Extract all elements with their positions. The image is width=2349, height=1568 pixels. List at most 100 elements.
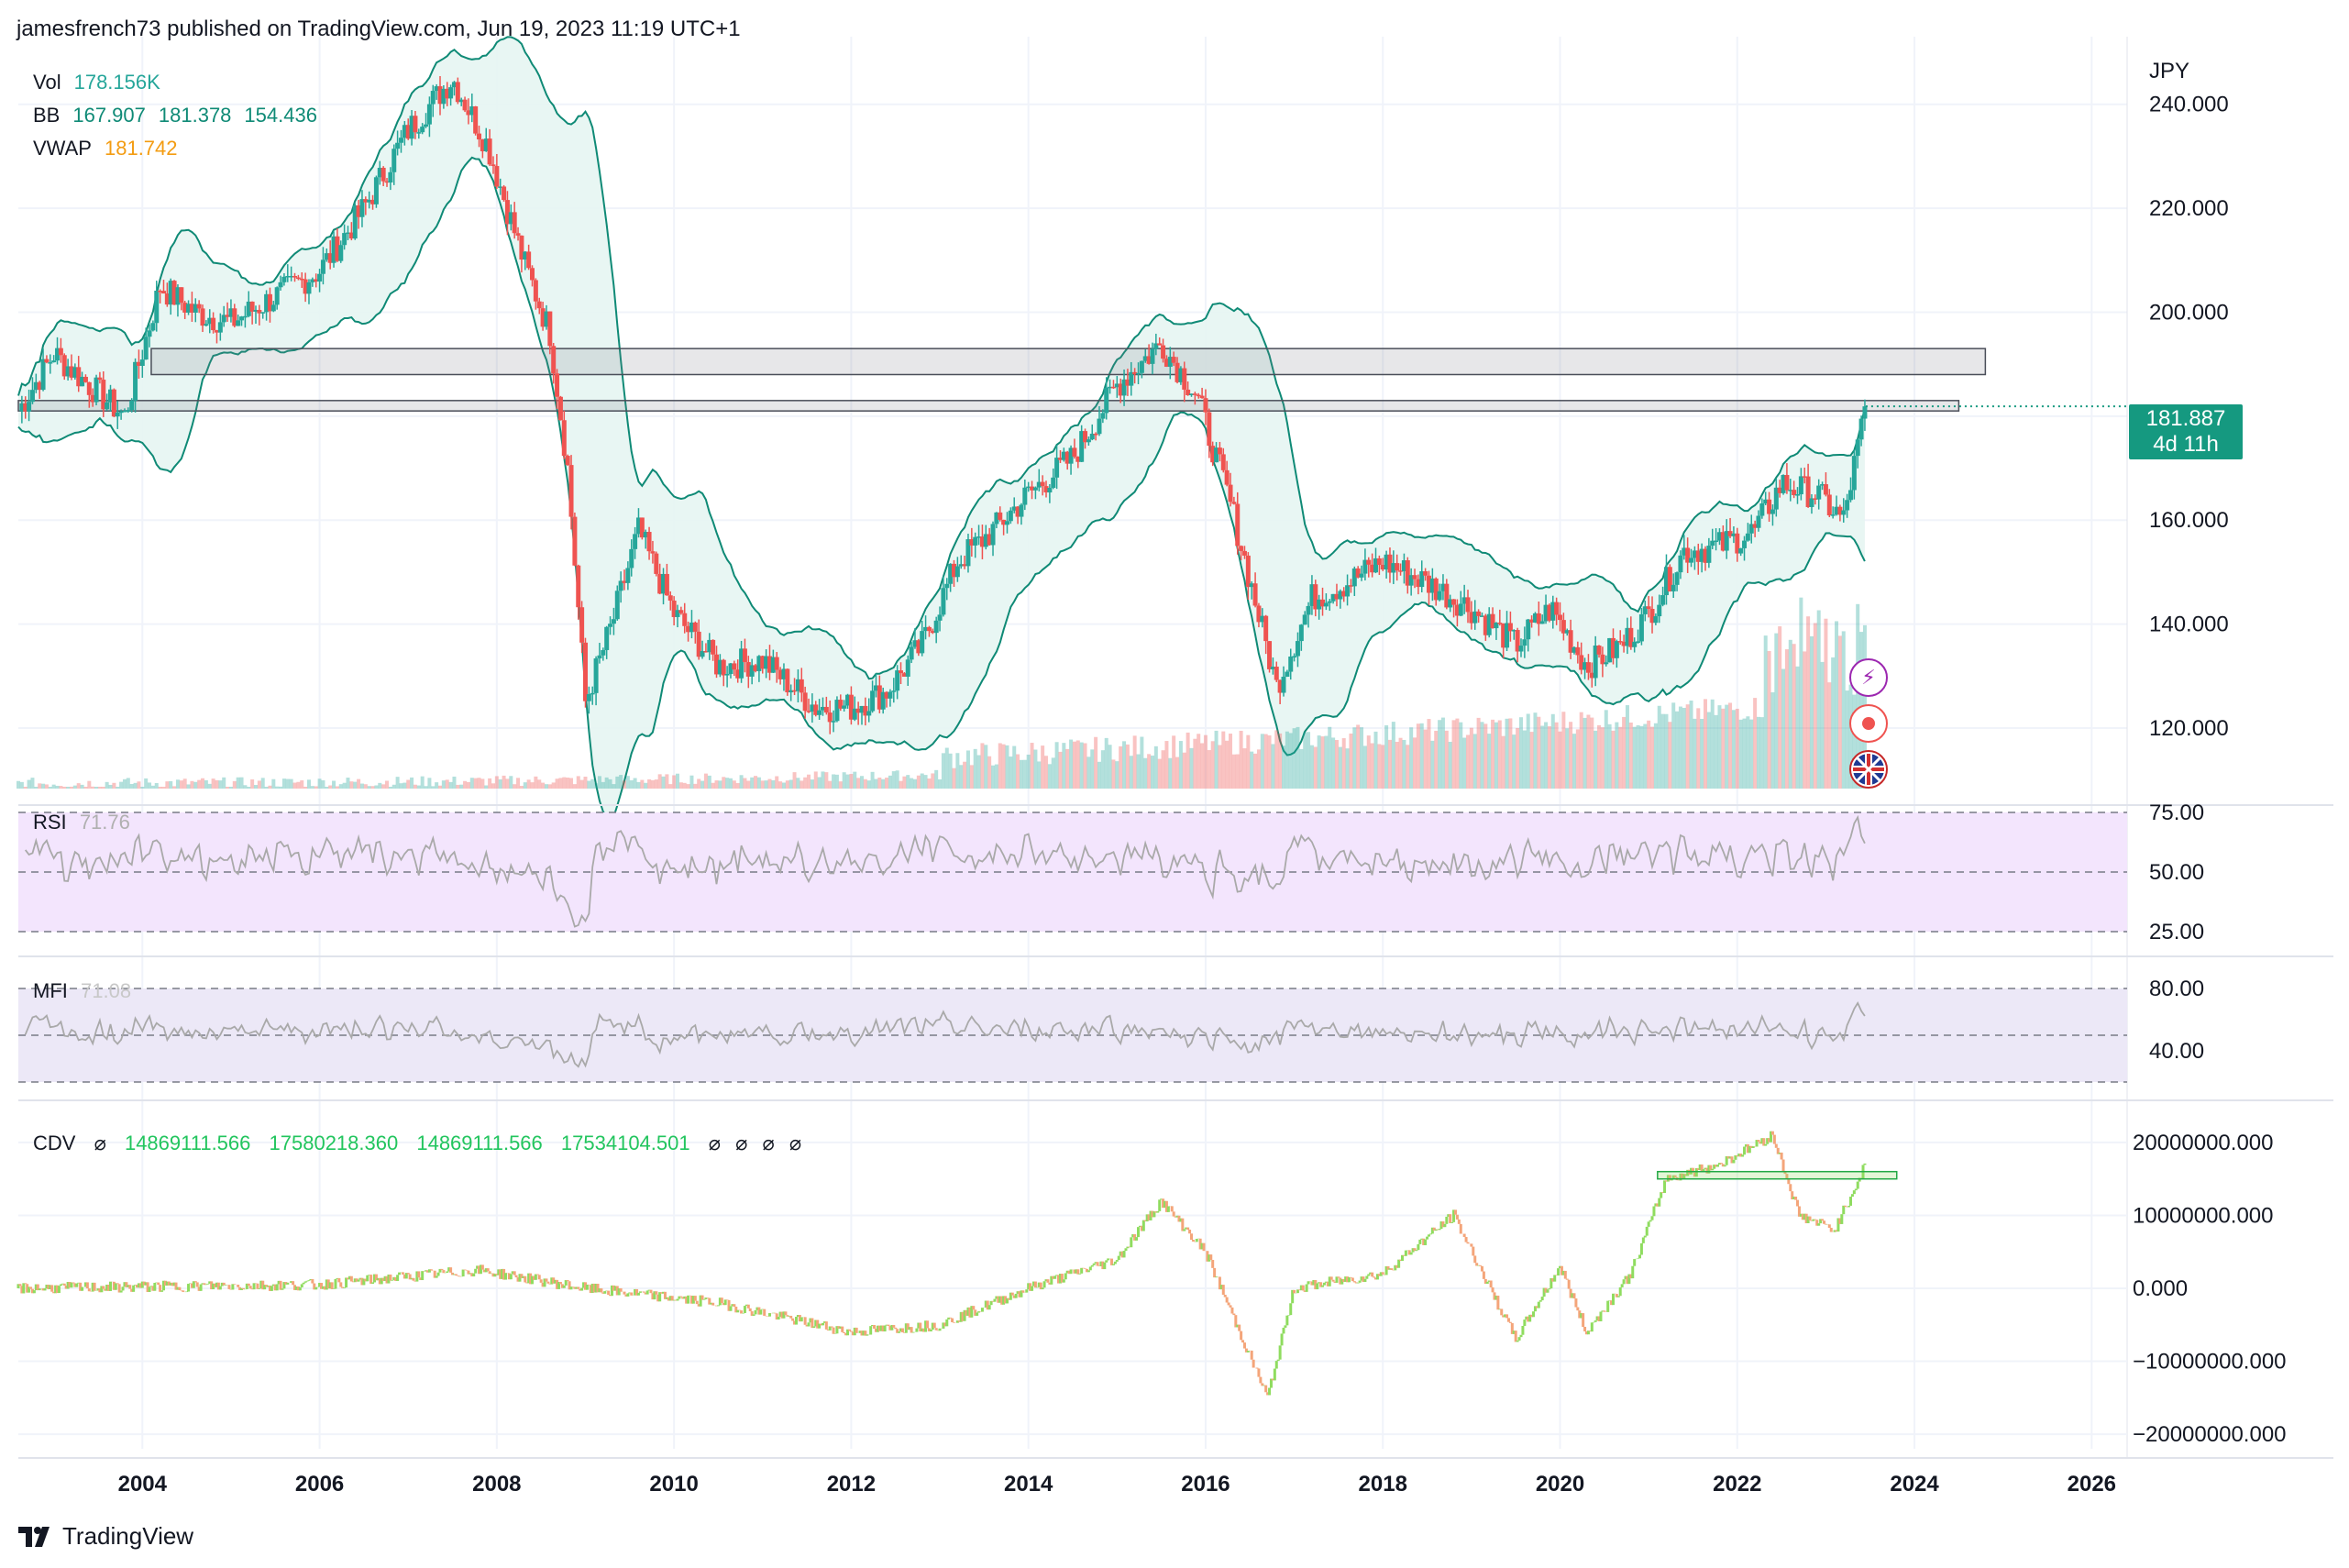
vwap-legend[interactable]: VWAP 181.742 — [33, 132, 330, 165]
time-axis-label: 2014 — [1004, 1472, 1053, 1496]
candle-body — [1412, 575, 1417, 580]
lightning-icon[interactable]: ⚡ — [1849, 658, 1888, 697]
candle-body — [770, 657, 776, 673]
volume-bar — [1671, 702, 1676, 789]
uk-flag-icon[interactable] — [1849, 750, 1888, 789]
volume-bar — [657, 774, 662, 789]
candle-body — [909, 646, 914, 660]
candle-body — [785, 668, 790, 693]
candle-body — [150, 323, 156, 331]
candle-body — [1816, 485, 1822, 500]
volume-bar — [359, 783, 364, 789]
candle-body — [1320, 599, 1326, 607]
candle-body — [654, 553, 659, 574]
volume-bar — [1611, 730, 1616, 789]
volume-bar — [965, 750, 970, 789]
candle-body — [579, 607, 585, 643]
time-axis-label: 2024 — [1890, 1472, 1939, 1496]
volume-bar — [38, 783, 42, 789]
volume-bar — [1749, 719, 1754, 789]
volume-bar — [1469, 727, 1473, 789]
volume-bar — [767, 778, 772, 789]
volume-bar — [842, 772, 846, 789]
author-name[interactable]: jamesfrench73 — [17, 17, 161, 41]
candle-body — [402, 125, 407, 138]
volume-bar — [1594, 730, 1598, 789]
volume-bar — [119, 781, 124, 789]
volume-bar — [1320, 736, 1325, 789]
candle-body — [1398, 570, 1404, 572]
volume-bar — [619, 775, 623, 789]
candle-body — [196, 304, 202, 309]
time-axis-label: 2010 — [649, 1472, 698, 1496]
candle-body — [650, 551, 656, 554]
candle-body — [1008, 510, 1013, 522]
volume-bar — [250, 778, 255, 789]
candle-body — [189, 304, 194, 313]
candle-body — [1260, 615, 1265, 623]
volume-bar — [1550, 713, 1555, 789]
candle-body — [948, 563, 954, 584]
candle-body — [1083, 431, 1088, 443]
volume-bar — [1235, 754, 1240, 789]
candle-body — [1809, 498, 1814, 507]
volume-bar — [1572, 734, 1576, 789]
volume-bar — [285, 778, 290, 789]
candle-body — [646, 532, 652, 552]
bb-legend[interactable]: BB 167.907 181.378 154.436 — [33, 99, 330, 132]
candle-body — [285, 275, 291, 278]
volume-bar — [1299, 748, 1304, 789]
record-icon[interactable] — [1849, 704, 1888, 743]
candle-body — [1501, 623, 1506, 648]
price-axis-label: 220.000 — [2149, 196, 2229, 221]
candle-body — [880, 691, 886, 710]
volume-bar — [969, 765, 974, 789]
candle-body — [1433, 578, 1439, 601]
candle-body — [753, 665, 758, 671]
candle-body — [1614, 641, 1619, 658]
volume-bar — [1395, 741, 1399, 789]
candle-body — [338, 245, 344, 261]
volume-bar — [1472, 734, 1477, 789]
volume-bar — [1693, 718, 1697, 789]
candle-body — [1072, 447, 1077, 458]
volume-bar — [1770, 692, 1775, 789]
candle-body — [331, 236, 336, 263]
volume-bar — [1168, 757, 1173, 789]
rsi-legend[interactable]: RSI 71.76 — [33, 811, 130, 834]
mfi-legend[interactable]: MFI 71.08 — [33, 979, 131, 1003]
vol-legend[interactable]: Vol 178.156K — [33, 66, 330, 99]
candle-body — [899, 670, 904, 674]
volume-bar — [693, 783, 698, 789]
volume-bar — [232, 780, 237, 789]
candle-body — [1051, 477, 1056, 489]
volume-bar — [1824, 618, 1828, 789]
candle-body — [1610, 637, 1616, 658]
candle-body — [1636, 641, 1641, 643]
volume-bar — [1682, 707, 1686, 789]
volume-bar — [1278, 733, 1283, 789]
volume-bar — [597, 776, 601, 789]
cdv-legend[interactable]: CDV ⌀ 14869111.566 17580218.360 14869111… — [33, 1132, 801, 1155]
volume-bar — [1476, 717, 1481, 789]
volume-bar — [636, 781, 641, 789]
volume-bar — [877, 777, 882, 789]
candle-body — [356, 204, 361, 217]
volume-bar — [385, 780, 390, 789]
volume-bar — [1051, 757, 1055, 789]
volume-bar — [59, 786, 63, 789]
time-axis-label: 2006 — [295, 1472, 344, 1496]
volume-bar — [484, 785, 489, 789]
candle-body — [1678, 555, 1683, 573]
candle-body — [1330, 593, 1336, 602]
volume-bar — [1526, 713, 1530, 789]
candle-body — [175, 287, 181, 305]
bollinger-lower-line — [17, 156, 1866, 820]
volume-bar — [1271, 744, 1275, 789]
candle-body — [781, 668, 787, 679]
volume-bar — [1387, 739, 1392, 789]
tradingview-brand[interactable]: TradingView — [18, 1522, 193, 1551]
time-axis-label: 2016 — [1181, 1472, 1230, 1496]
candle-body — [491, 164, 496, 167]
